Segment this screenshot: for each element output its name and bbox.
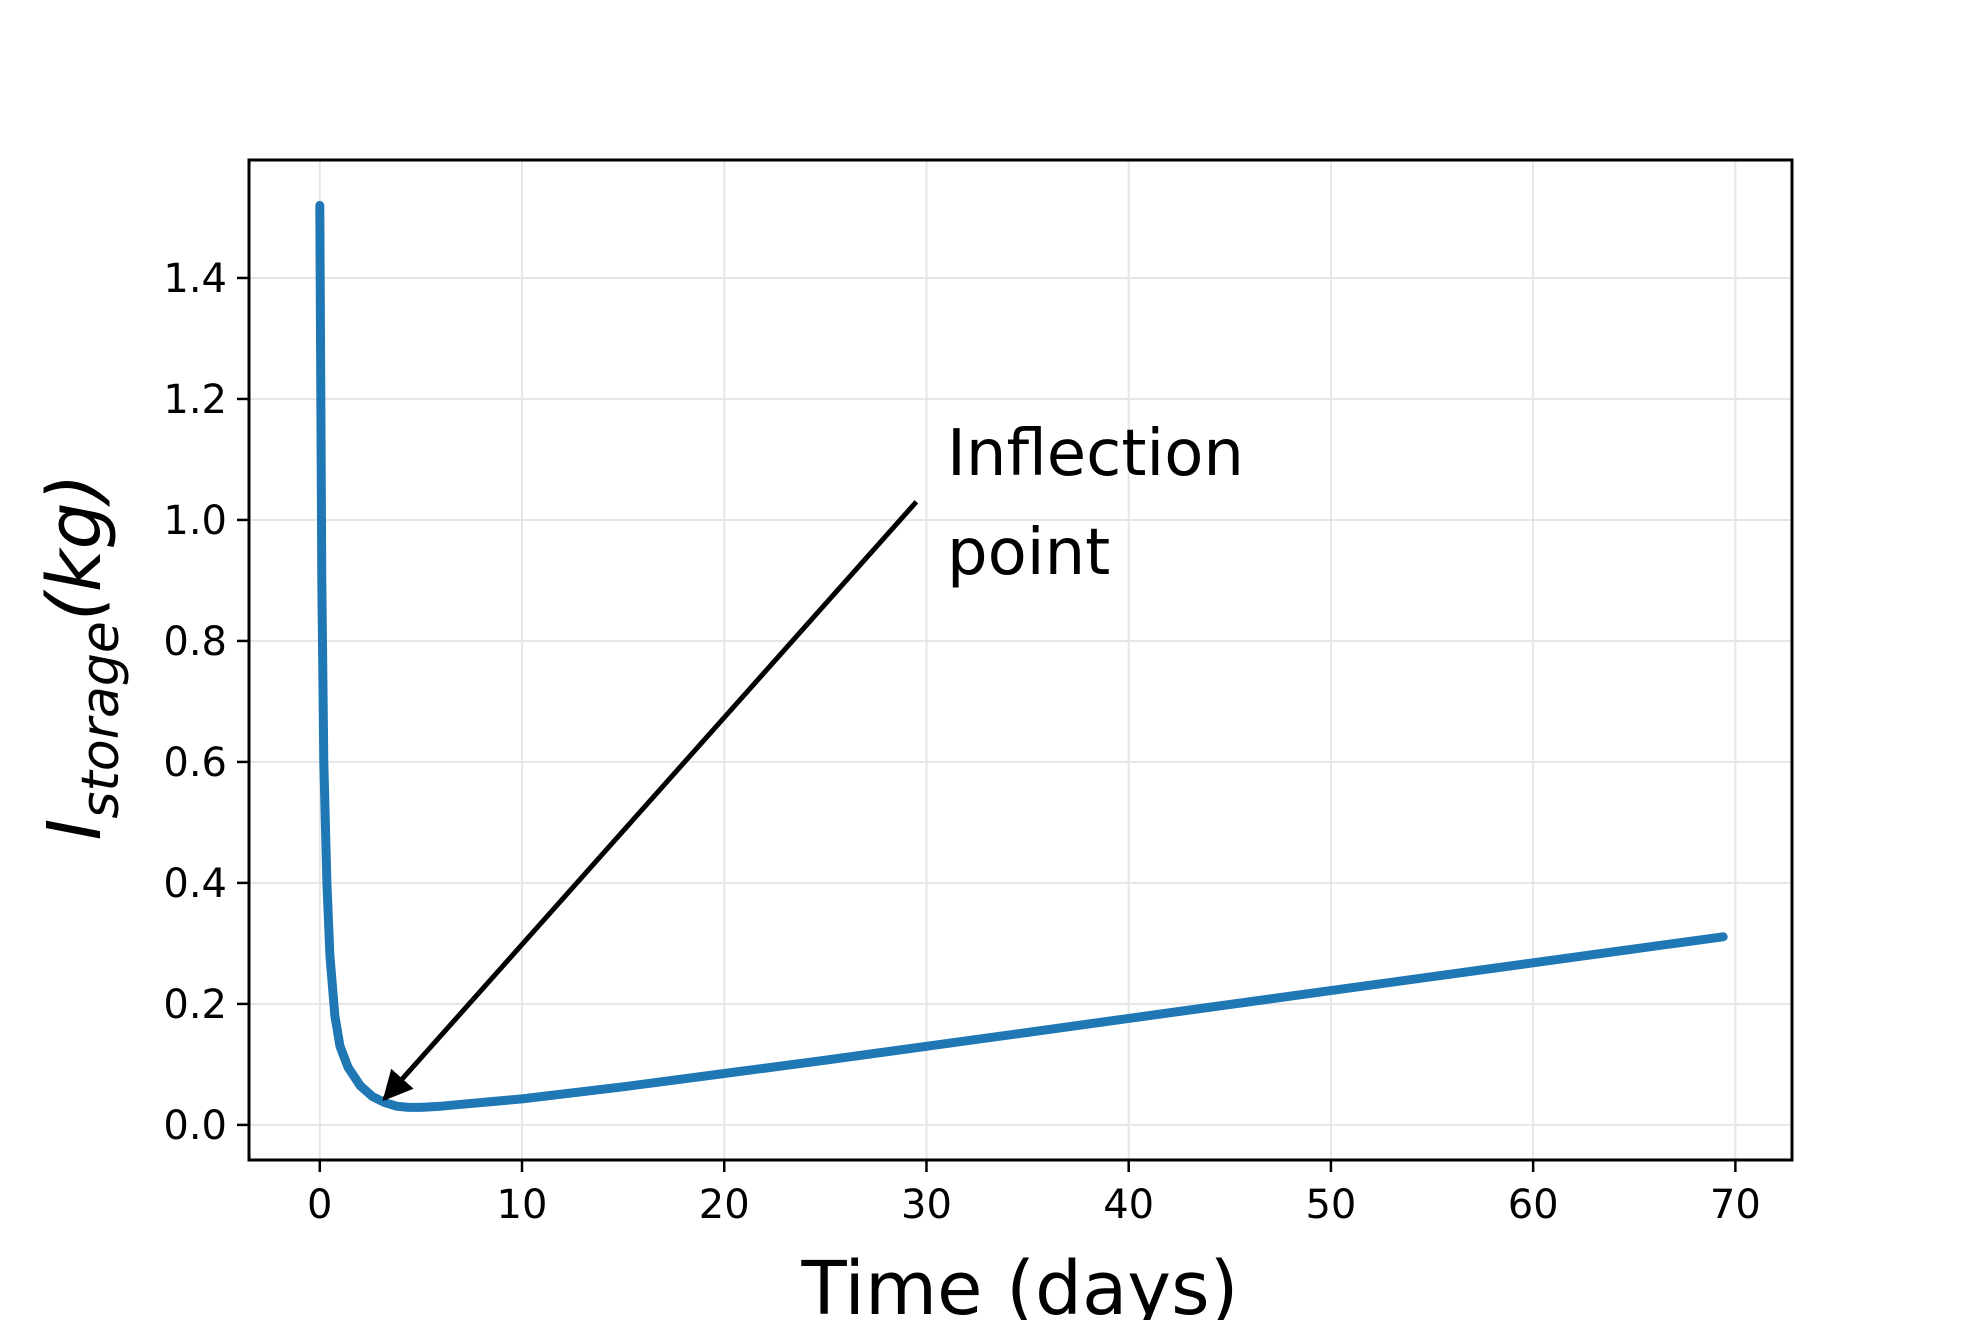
- x-tick-label: 40: [1103, 1182, 1154, 1228]
- plot-area-frame: [247, 158, 1794, 1162]
- y-tick-label: 0.6: [163, 740, 227, 786]
- x-tick-label: 50: [1305, 1182, 1356, 1228]
- x-tick-label: 10: [497, 1182, 548, 1228]
- y-axis-label: Istorage(kg): [32, 474, 131, 841]
- y-tick-label: 1.2: [163, 377, 227, 423]
- y-axis-label-subscript: storage: [71, 621, 131, 819]
- y-tick-label: 1.4: [163, 256, 227, 302]
- y-tick-label: 0.0: [163, 1103, 227, 1149]
- y-axis-label-main: I: [32, 819, 118, 841]
- x-tick-label: 30: [901, 1182, 952, 1228]
- annotation-text-line2: point: [947, 516, 1110, 590]
- series-line: [315, 200, 1728, 1112]
- grid: [249, 160, 1792, 1160]
- y-tick-label: 0.8: [163, 619, 227, 665]
- series: [315, 200, 1728, 1112]
- x-ticks: 0 10 20 30 40 50 60 70: [307, 1160, 1761, 1228]
- x-tick-label: 0: [307, 1182, 332, 1228]
- annotation: Inflection point: [382, 417, 1244, 1102]
- x-tick-label: 70: [1710, 1182, 1761, 1228]
- annotation-arrow: [382, 500, 919, 1102]
- y-ticks: 0.0 0.2 0.4 0.6 0.8 1.0 1.2 1.4: [163, 256, 249, 1149]
- svg-text:Istorage(kg): Istorage(kg): [32, 474, 131, 841]
- y-tick-label: 0.2: [163, 982, 227, 1028]
- annotation-text-line1: Inflection: [947, 417, 1244, 491]
- x-tick-label: 60: [1508, 1182, 1559, 1228]
- y-tick-label: 0.4: [163, 861, 227, 907]
- y-axis-label-unit: (kg): [32, 474, 118, 622]
- x-axis-label: Time (days): [800, 1246, 1238, 1320]
- x-tick-label: 20: [699, 1182, 750, 1228]
- y-tick-label: 1.0: [163, 498, 227, 544]
